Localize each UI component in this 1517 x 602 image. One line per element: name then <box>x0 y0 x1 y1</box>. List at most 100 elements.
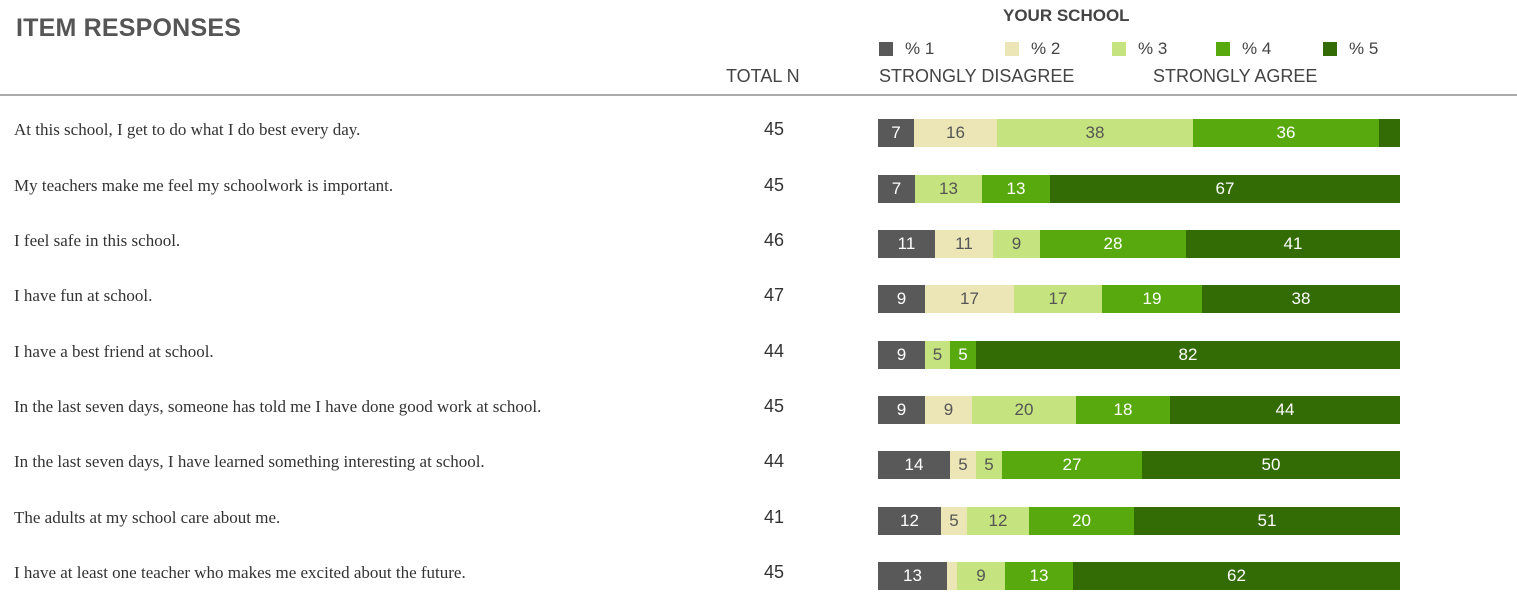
stacked-bar: 9 9 20 18 44 <box>878 396 1400 424</box>
bar-segment-1: 9 <box>878 285 925 313</box>
chart-row: I feel safe in this school. 46 11 11 9 28 41 <box>0 230 1517 270</box>
bar-segment-4: 18 <box>1076 396 1170 424</box>
stacked-bar: 7 13 13 67 <box>878 175 1400 203</box>
legend-item-4: % 4 <box>1216 38 1271 60</box>
stacked-bar: 9 17 17 19 38 <box>878 285 1400 313</box>
chart-row: I have a best friend at school. 44 9 5 5 82 <box>0 341 1517 381</box>
question-label: In the last seven days, someone has told… <box>14 397 542 416</box>
bar-segment-2: 11 <box>935 230 993 258</box>
bar-segment-4: 20 <box>1029 507 1134 535</box>
legend-item-2: % 2 <box>1005 38 1060 60</box>
bar-segment-3: 9 <box>957 562 1005 590</box>
chart-rows: At this school, I get to do what I do be… <box>0 119 1517 590</box>
bar-segment-1: 14 <box>878 451 950 479</box>
bar-segment-3: 5 <box>976 451 1002 479</box>
bar-segment-2: 5 <box>950 451 976 479</box>
legend-swatch-1 <box>879 42 893 56</box>
stacked-bar: 9 5 5 82 <box>878 341 1400 369</box>
bar-segment-5: 41 <box>1186 230 1400 258</box>
bar-segment-4: 13 <box>982 175 1050 203</box>
bar-segment-2: 9 <box>925 396 972 424</box>
bar-segment-3: 9 <box>993 230 1040 258</box>
legend-item-3: % 3 <box>1112 38 1167 60</box>
bar-segment-4: 27 <box>1002 451 1142 479</box>
bar-segment-1: 7 <box>878 119 914 147</box>
bar-segment-3: 17 <box>1014 285 1102 313</box>
bar-segment-3: 38 <box>997 119 1193 147</box>
legend-label-4: % 4 <box>1242 39 1272 58</box>
bar-segment-5: 50 <box>1142 451 1400 479</box>
bar-segment-1: 9 <box>878 396 925 424</box>
bar-segment-2: 16 <box>914 119 997 147</box>
total-n-value: 45 <box>763 119 785 139</box>
bar-segment-3: 13 <box>915 175 982 203</box>
total-n-value: 44 <box>763 451 785 471</box>
question-label: I feel safe in this school. <box>14 231 181 250</box>
legend-swatch-4 <box>1216 42 1230 56</box>
bar-segment-3: 20 <box>972 396 1076 424</box>
total-n-header: TOTAL N <box>726 66 800 86</box>
scale-right-label: STRONGLY AGREE <box>1153 66 1318 86</box>
header-divider <box>0 94 1517 96</box>
chart-row: In the last seven days, I have learned s… <box>0 451 1517 491</box>
bar-segment-4: 19 <box>1102 285 1202 313</box>
total-n-value: 47 <box>763 285 785 305</box>
legend-label-5: % 5 <box>1349 39 1379 58</box>
bar-segment-5: 44 <box>1170 396 1400 424</box>
page-title: ITEM RESPONSES <box>16 14 242 42</box>
total-n-value: 45 <box>763 396 785 416</box>
bar-segment-1: 9 <box>878 341 925 369</box>
chart-row: The adults at my school care about me. 41… <box>0 507 1517 547</box>
legend-label-2: % 2 <box>1031 39 1061 58</box>
chart-row: I have fun at school. 47 9 17 17 19 38 <box>0 285 1517 325</box>
total-n-value: 45 <box>763 175 785 195</box>
stacked-bar: 12 5 12 20 51 <box>878 507 1400 535</box>
chart-row: At this school, I get to do what I do be… <box>0 119 1517 159</box>
legend-swatch-5 <box>1323 42 1337 56</box>
bar-segment-2: 17 <box>925 285 1014 313</box>
bar-segment-5: 62 <box>1073 562 1400 590</box>
stacked-bar: 13 9 13 62 <box>878 562 1400 590</box>
legend: % 1 % 2 % 3 % 4 % 5 <box>0 38 1517 60</box>
bar-segment-4: 5 <box>950 341 976 369</box>
chart-row: I have at least one teacher who makes me… <box>0 562 1517 602</box>
legend-swatch-2 <box>1005 42 1019 56</box>
legend-item-1: % 1 <box>879 38 934 60</box>
bar-segment-3: 12 <box>967 507 1029 535</box>
group-label: YOUR SCHOOL <box>1003 6 1130 25</box>
chart-row: In the last seven days, someone has told… <box>0 396 1517 436</box>
chart-row: My teachers make me feel my schoolwork i… <box>0 175 1517 215</box>
bar-segment-2: 5 <box>941 507 967 535</box>
bar-segment-5 <box>1379 119 1400 147</box>
legend-item-5: % 5 <box>1323 38 1378 60</box>
bar-segment-5: 82 <box>976 341 1400 369</box>
total-n-value: 41 <box>763 507 785 527</box>
stacked-bar: 11 11 9 28 41 <box>878 230 1400 258</box>
total-n-value: 45 <box>763 562 785 582</box>
total-n-value: 46 <box>763 230 785 250</box>
stacked-bar: 14 5 5 27 50 <box>878 451 1400 479</box>
bar-segment-5: 67 <box>1050 175 1400 203</box>
question-label: I have fun at school. <box>14 286 153 305</box>
question-label: In the last seven days, I have learned s… <box>14 452 485 471</box>
bar-segment-5: 38 <box>1202 285 1400 313</box>
question-label: I have at least one teacher who makes me… <box>14 563 466 582</box>
legend-label-3: % 3 <box>1138 39 1168 58</box>
legend-label-1: % 1 <box>905 39 935 58</box>
question-label: I have a best friend at school. <box>14 342 214 361</box>
question-label: My teachers make me feel my schoolwork i… <box>14 176 394 195</box>
scale-left-label: STRONGLY DISAGREE <box>879 66 1075 86</box>
question-label: At this school, I get to do what I do be… <box>14 120 361 139</box>
bar-segment-3: 5 <box>925 341 950 369</box>
bar-segment-5: 51 <box>1134 507 1400 535</box>
bar-segment-1: 11 <box>878 230 935 258</box>
question-label: The adults at my school care about me. <box>14 508 281 527</box>
bar-segment-4: 28 <box>1040 230 1186 258</box>
total-n-value: 44 <box>763 341 785 361</box>
bar-segment-2 <box>947 562 957 590</box>
bar-segment-1: 7 <box>878 175 915 203</box>
bar-segment-1: 13 <box>878 562 947 590</box>
bar-segment-4: 36 <box>1193 119 1379 147</box>
bar-segment-1: 12 <box>878 507 941 535</box>
bar-segment-4: 13 <box>1005 562 1073 590</box>
